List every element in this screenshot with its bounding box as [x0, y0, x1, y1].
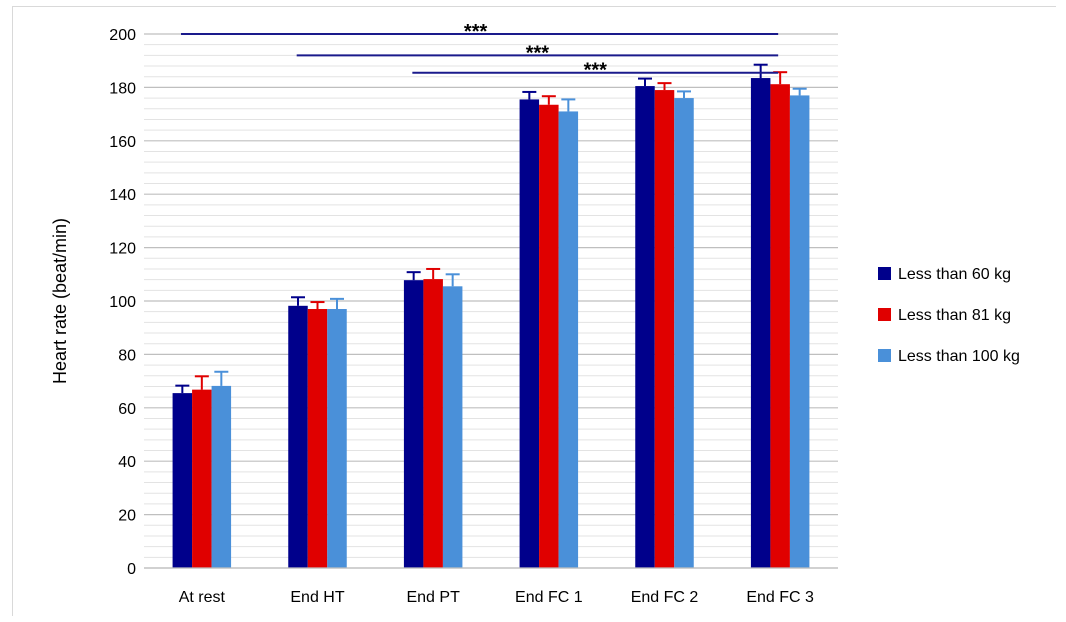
bar — [751, 78, 771, 568]
bar — [308, 309, 328, 568]
bar — [559, 111, 579, 568]
y-tick-label: 80 — [118, 347, 136, 364]
x-tick-label: End FC 1 — [515, 589, 583, 606]
significance-brackets: *** *** *** — [181, 21, 778, 82]
legend-label: Less than 100 kg — [898, 348, 1020, 365]
bar — [404, 280, 424, 568]
legend-label: Less than 60 kg — [898, 266, 1011, 283]
legend-label: Less than 81 kg — [898, 307, 1011, 324]
legend-swatch — [878, 308, 891, 321]
bar — [212, 386, 232, 568]
y-tick-label: 0 — [127, 561, 136, 578]
y-tick-label: 60 — [118, 401, 136, 418]
x-tick-label: End FC 3 — [746, 589, 814, 606]
bar — [423, 279, 443, 568]
significance-label: *** — [464, 21, 488, 43]
x-tick-label: End HT — [290, 589, 344, 606]
bar — [674, 98, 694, 568]
bar — [655, 90, 675, 568]
bar — [443, 286, 463, 568]
y-tick-label: 200 — [109, 27, 136, 44]
bar — [173, 393, 193, 568]
x-tick-label: End FC 2 — [631, 589, 699, 606]
y-tick-label: 20 — [118, 508, 136, 525]
legend-swatch — [878, 349, 891, 362]
x-tick-label: At rest — [179, 589, 226, 606]
y-tick-label: 100 — [109, 294, 136, 311]
grid-lines — [144, 34, 838, 568]
y-axis-title: Heart rate (beat/min) — [50, 218, 70, 384]
bar — [790, 95, 810, 568]
x-tick-label: End PT — [406, 589, 460, 606]
y-tick-label: 120 — [109, 241, 136, 258]
bar — [635, 86, 655, 568]
bar — [192, 390, 212, 568]
legend-swatch — [878, 267, 891, 280]
bar — [288, 306, 308, 568]
bar — [520, 99, 540, 568]
y-tick-label: 160 — [109, 134, 136, 151]
y-tick-label: 140 — [109, 187, 136, 204]
y-tick-label: 180 — [109, 80, 136, 97]
bar — [327, 309, 347, 568]
bar — [770, 84, 790, 568]
significance-label: *** — [526, 42, 550, 64]
y-tick-label: 40 — [118, 454, 136, 471]
legend: Less than 60 kg Less than 81 kg Less than … — [878, 266, 1020, 365]
significance-label: *** — [584, 60, 608, 82]
bar — [539, 105, 559, 568]
